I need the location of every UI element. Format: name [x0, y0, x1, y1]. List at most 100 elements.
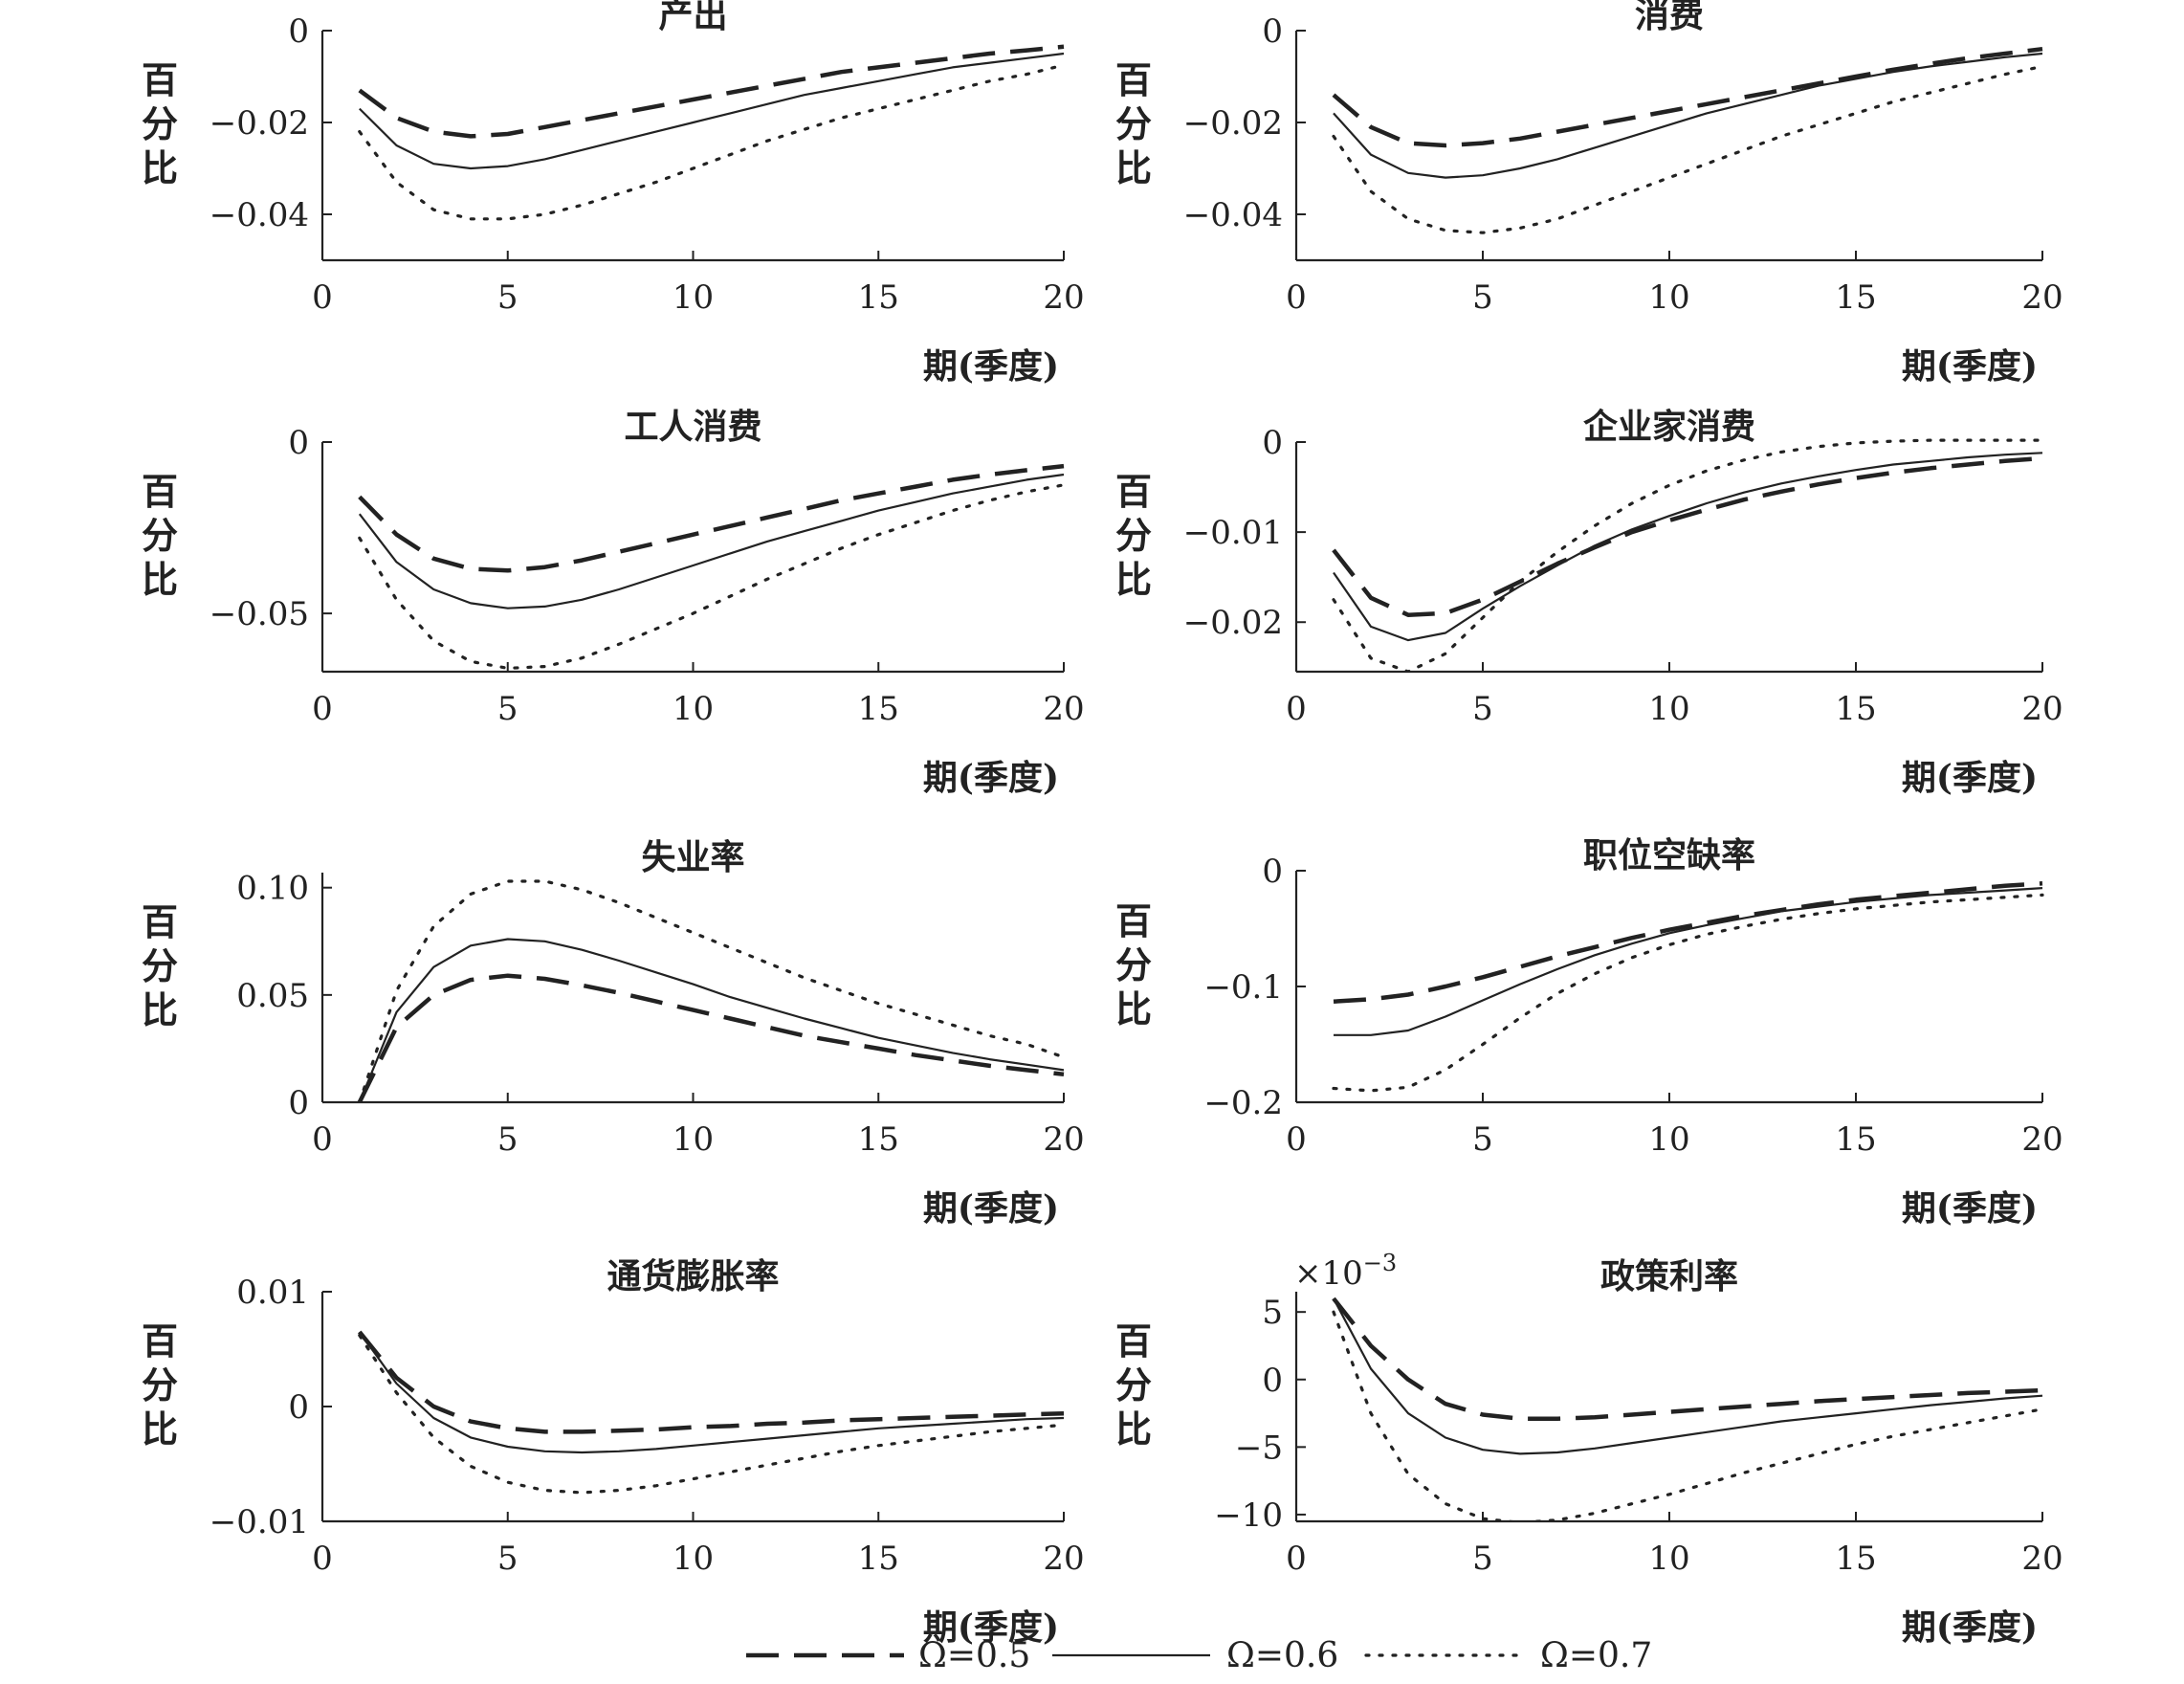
x-tick-label: 20: [2021, 690, 2063, 728]
panel-title: 通货膨胀率: [607, 1256, 779, 1296]
series-line-2: [358, 473, 1065, 609]
x-tick-label: 20: [2021, 1120, 2063, 1159]
y-tick-label: 5: [1262, 1294, 1283, 1332]
y-tick-label: 0: [288, 1388, 309, 1427]
x-axis-label: 期(季度): [923, 346, 1059, 387]
x-tick-label: 10: [1648, 690, 1689, 728]
y-tick-label: −0.01: [1183, 514, 1283, 552]
y-tick-label: −0.02: [1183, 604, 1283, 642]
y-tick-label: −0.02: [1183, 104, 1283, 143]
x-tick-label: 15: [858, 278, 899, 317]
x-tick-label: 15: [858, 1120, 899, 1159]
series-line-3: [1332, 438, 2044, 672]
series-line-2: [1333, 452, 2043, 642]
y-axis-label: 百分比: [142, 470, 178, 601]
x-tick-label: 0: [312, 1120, 333, 1159]
legend-label-3: Ω=0.7: [1540, 1636, 1652, 1675]
series-line-2: [1334, 887, 2043, 1036]
series-line-2: [358, 938, 1065, 1102]
x-axis-label: 期(季度): [923, 758, 1059, 798]
x-tick-label: 10: [673, 1120, 714, 1159]
x-axis-label: 期(季度): [1902, 758, 2038, 798]
y-tick-label: −0.04: [1183, 196, 1283, 234]
y-tick-label: −0.04: [210, 196, 309, 234]
series-line-3: [1332, 893, 2044, 1093]
x-tick-label: 5: [1472, 278, 1493, 317]
x-tick-label: 0: [312, 1540, 333, 1578]
series-line-1: [358, 1330, 1065, 1434]
y-tick-label: 0: [1262, 1362, 1283, 1400]
x-tick-label: 20: [1043, 278, 1084, 317]
y-tick-label: −0.2: [1203, 1084, 1283, 1122]
x-tick-label: 0: [312, 690, 333, 728]
panel-title: 职位空缺率: [1583, 835, 1755, 875]
series-line-1: [357, 973, 1065, 1102]
x-tick-label: 20: [2021, 1540, 2063, 1578]
x-tick-label: 0: [1286, 278, 1307, 317]
x-tick-label: 5: [497, 1120, 518, 1159]
y-tick-label: 0: [288, 424, 309, 462]
x-axis-label: 期(季度): [1902, 1188, 2038, 1229]
y-tick-label: 0.10: [236, 870, 309, 908]
x-tick-label: 20: [2021, 278, 2063, 317]
x-tick-label: 15: [858, 690, 899, 728]
x-tick-label: 10: [1648, 1120, 1689, 1159]
y-tick-label: 0: [1262, 12, 1283, 51]
x-tick-label: 0: [1286, 1120, 1307, 1159]
series-line-3: [358, 1333, 1066, 1495]
x-tick-label: 5: [1472, 1120, 1493, 1159]
y-axis-label: 百分比: [142, 58, 178, 189]
series-line-1: [1332, 46, 2043, 148]
y-tick-label: −10: [1214, 1496, 1283, 1535]
x-axis-label: 期(季度): [1902, 346, 2038, 387]
x-axis-label: 期(季度): [923, 1607, 1059, 1648]
x-tick-label: 0: [312, 278, 333, 317]
x-tick-label: 5: [497, 690, 518, 728]
y-axis-label: 百分比: [1115, 58, 1152, 189]
y-tick-label: −0.05: [210, 595, 309, 633]
x-tick-label: 20: [1043, 1540, 1084, 1578]
y-multiplier: ×10−3: [1294, 1250, 1397, 1293]
y-tick-label: 0: [288, 1084, 309, 1122]
series-line-3: [358, 879, 1066, 1102]
series-line-3: [1332, 1310, 2044, 1521]
series-line-2: [1333, 1297, 2043, 1455]
x-tick-label: 0: [1286, 690, 1307, 728]
y-axis-label: 百分比: [142, 1319, 178, 1451]
series-line-3: [1332, 64, 2044, 234]
x-tick-label: 20: [1043, 1120, 1084, 1159]
y-tick-label: 0: [288, 12, 309, 51]
panel-title: 消费: [1635, 0, 1704, 35]
series-line-1: [1332, 1296, 2043, 1421]
legend-label-2: Ω=0.6: [1226, 1636, 1338, 1675]
x-tick-label: 15: [1835, 1120, 1876, 1159]
y-tick-label: −5: [1235, 1429, 1283, 1467]
x-tick-label: 15: [858, 1540, 899, 1578]
x-tick-label: 5: [1472, 690, 1493, 728]
panel-title: 失业率: [641, 837, 744, 877]
x-tick-label: 10: [1648, 1540, 1689, 1578]
panel-title: 产出: [658, 0, 727, 35]
series-line-1: [358, 44, 1065, 139]
x-tick-label: 5: [497, 1540, 518, 1578]
series-line-2: [359, 52, 1065, 170]
series-line-1: [1332, 455, 2043, 617]
y-tick-label: 0.01: [236, 1274, 309, 1312]
y-tick-label: 0.05: [236, 977, 309, 1015]
panel-title: 工人消费: [624, 407, 761, 447]
x-tick-label: 15: [1835, 278, 1876, 317]
x-axis-label: 期(季度): [923, 1188, 1059, 1229]
panel-title: 企业家消费: [1583, 407, 1755, 447]
x-tick-label: 10: [1648, 278, 1689, 317]
legend: Ω=0.5 Ω=0.6 Ω=0.7: [746, 1636, 1652, 1675]
y-tick-label: −0.1: [1203, 968, 1283, 1007]
panel-title: 政策利率: [1600, 1256, 1738, 1296]
x-tick-label: 15: [1835, 690, 1876, 728]
x-tick-label: 20: [1043, 690, 1084, 728]
